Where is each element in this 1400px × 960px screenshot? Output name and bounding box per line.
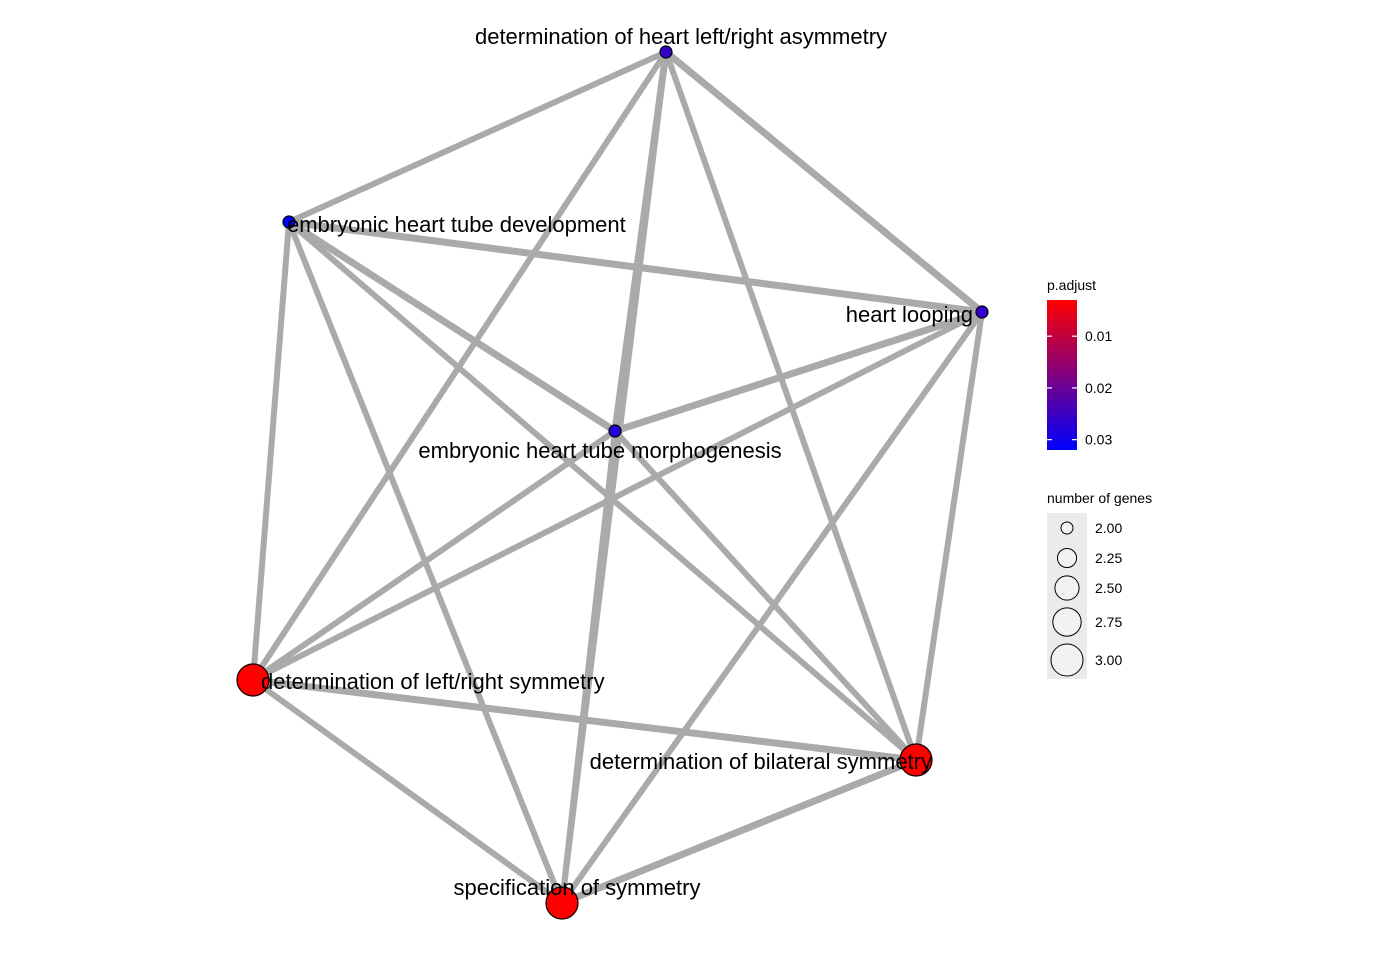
edge-n3-n5 — [251, 309, 984, 683]
node-label-n3: heart looping — [846, 302, 973, 327]
edge-n4-n5 — [251, 428, 617, 683]
edge-n5-n7 — [251, 677, 564, 906]
color-tick-label-0: 0.01 — [1085, 328, 1112, 344]
size-legend-circle-1 — [1056, 547, 1078, 569]
node-label-n7: specification of symmetry — [454, 875, 701, 900]
node-label-n5: determination of left/right symmetry — [261, 669, 605, 694]
edge-n3-n6 — [913, 311, 985, 761]
node-label-n4: embryonic heart tube morphogenesis — [418, 438, 781, 463]
edge-n4-n7 — [559, 430, 618, 904]
node-n4[interactable] — [608, 424, 622, 438]
color-legend-bar — [1047, 300, 1077, 450]
size-legend-keys: 2.00 2.25 2.50 2.75 3.00 — [1047, 513, 1122, 679]
size-legend-circle-4 — [1050, 643, 1084, 677]
size-legend-label-2: 2.50 — [1095, 580, 1122, 596]
node-n3[interactable] — [975, 305, 989, 319]
edge-n2-n4 — [287, 219, 617, 434]
node-n5[interactable] — [236, 663, 270, 697]
color-tick-label-1: 0.02 — [1085, 380, 1112, 396]
edge-n1-n2 — [287, 49, 668, 225]
color-legend-title: p.adjust — [1047, 277, 1096, 293]
node-n1[interactable] — [659, 45, 673, 59]
edge-n4-n6 — [612, 428, 919, 763]
node-n2[interactable] — [282, 215, 296, 229]
node-n7[interactable] — [545, 886, 579, 920]
edge-n3-n7 — [559, 310, 985, 905]
node-label-n2: embryonic heart tube development — [287, 212, 626, 237]
edge-n3-n4 — [613, 308, 984, 435]
edge-n1-n3 — [663, 49, 985, 315]
color-legend-ticks: 0.01 0.02 0.03 — [1047, 328, 1112, 448]
nodes-layer — [236, 45, 989, 920]
edge-n2-n5 — [250, 221, 292, 681]
size-legend-label-3: 2.75 — [1095, 614, 1122, 630]
node-label-n1: determination of heart left/right asymme… — [475, 24, 887, 49]
size-legend-title: number of genes — [1047, 490, 1152, 506]
labels-layer: determination of heart left/right asymme… — [261, 24, 973, 900]
size-legend-circle-0 — [1060, 521, 1074, 535]
size-legend-label-1: 2.25 — [1095, 550, 1122, 566]
edges-layer — [250, 49, 985, 907]
edge-n6-n7 — [560, 756, 918, 907]
size-legend-circle-2 — [1054, 575, 1080, 601]
size-legend-label-0: 2.00 — [1095, 520, 1122, 536]
edge-n5-n6 — [252, 676, 917, 764]
size-legend: number of genes 2.00 2.25 2.50 2.75 3.00 — [1047, 490, 1152, 679]
edge-n2-n6 — [287, 219, 918, 763]
color-tick-label-2: 0.03 — [1085, 432, 1112, 448]
size-legend-label-4: 3.00 — [1095, 652, 1122, 668]
size-legend-circle-3 — [1052, 607, 1082, 637]
node-label-n6: determination of bilateral symmetry — [590, 749, 932, 774]
node-n6[interactable] — [899, 743, 933, 777]
color-legend: p.adjust 0.01 0.02 0.03 — [1047, 277, 1112, 450]
edge-n2-n3 — [288, 218, 983, 316]
